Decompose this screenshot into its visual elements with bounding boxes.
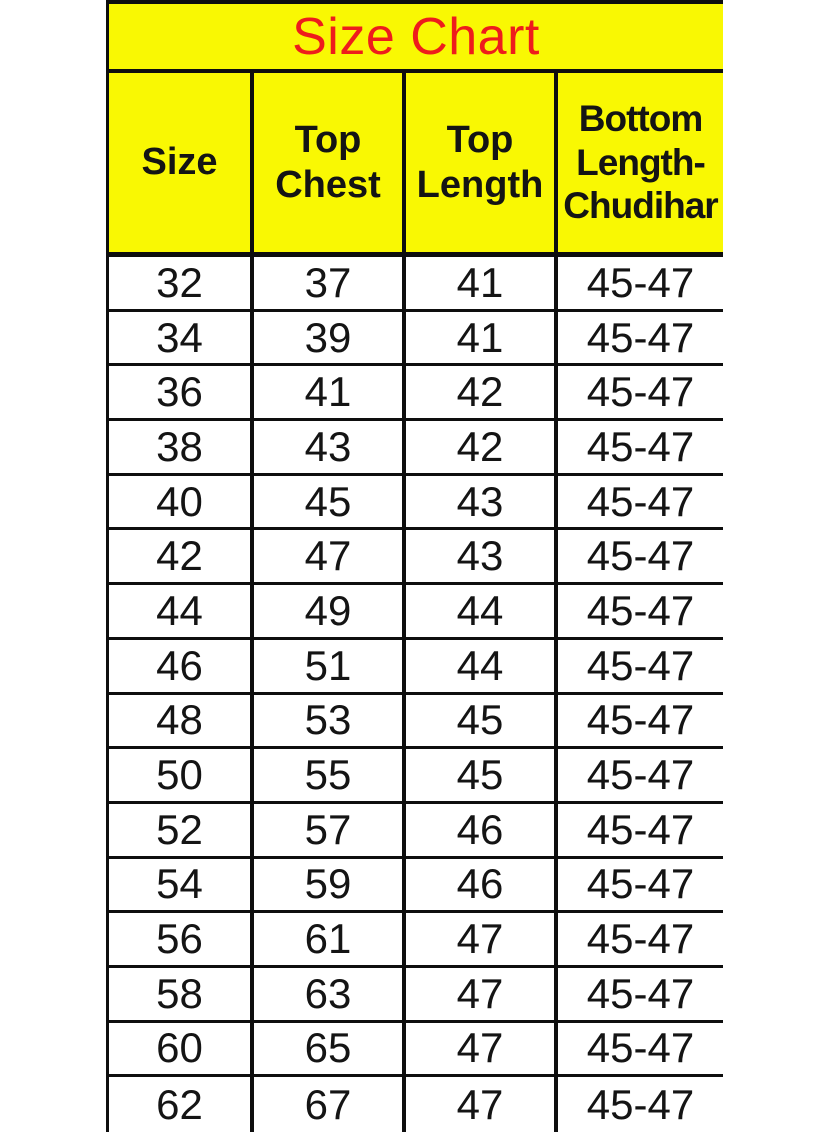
table-row: 34 39 41 45-47: [109, 311, 723, 367]
table-cell: 60: [109, 1022, 254, 1075]
table-row: 58 63 47 45-47: [109, 967, 723, 1023]
table-cell: 45-47: [586, 258, 695, 306]
column-header-top-length: Top Length: [406, 73, 558, 252]
table-row: 42 47 43 45-47: [109, 530, 723, 586]
size-chart-table: Size Chart Size Top Chest Top Length Bottom…: [106, 0, 723, 1132]
table-cell: 45-47: [586, 751, 695, 799]
table-cell: 37: [254, 257, 406, 309]
table-cell: 45-47: [586, 422, 695, 470]
column-header-size: Size: [109, 73, 254, 252]
table-row: 44 49 44 45-47: [109, 585, 723, 640]
chart-title: Size Chart: [292, 7, 540, 66]
table-cell: 45-47: [586, 805, 695, 853]
table-cell: 54: [109, 858, 254, 911]
table-cell: 47: [406, 913, 558, 965]
table-cell: 47: [406, 967, 558, 1020]
table-cell: 46: [109, 639, 254, 692]
table-cell: 46: [406, 858, 558, 911]
header-row: Size Top Chest Top Length Bottom Length- Ch…: [109, 73, 723, 257]
table-row: 56 61 47 45-47: [109, 913, 723, 968]
table-cell: 67: [254, 1077, 406, 1132]
table-cell: 41: [406, 311, 558, 364]
table-row: 60 65 47 45-47: [109, 1022, 723, 1078]
table-cell: 38: [109, 421, 254, 473]
table-cell: 41: [406, 257, 558, 309]
table-cell: 63: [254, 967, 406, 1020]
table-cell: 61: [254, 913, 406, 965]
table-cell: 45-47: [586, 696, 695, 744]
column-header-top-chest: Top Chest: [254, 73, 406, 252]
table-cell: 53: [254, 694, 406, 747]
table-cell: 43: [406, 530, 558, 583]
table-cell: 55: [254, 749, 406, 801]
table-row: 36 41 42 45-47: [109, 366, 723, 422]
table-cell: 45-47: [586, 532, 695, 580]
table-cell: 44: [406, 585, 558, 637]
table-cell: 45-47: [586, 641, 695, 689]
table-cell: 45-47: [586, 860, 695, 908]
table-cell: 44: [109, 585, 254, 637]
table-cell: 57: [254, 803, 406, 856]
table-cell: 45-47: [586, 586, 695, 634]
table-cell: 46: [406, 803, 558, 856]
table-cell: 45: [406, 749, 558, 801]
table-cell: 48: [109, 694, 254, 747]
table-cell: 32: [109, 257, 254, 309]
table-row: 46 51 44 45-47: [109, 639, 723, 695]
table-cell: 42: [406, 421, 558, 473]
table-row: 38 43 42 45-47: [109, 421, 723, 476]
table-cell: 39: [254, 311, 406, 364]
table-cell: 41: [254, 366, 406, 419]
table-row: 54 59 46 45-47: [109, 858, 723, 914]
table-cell: 50: [109, 749, 254, 801]
table-cell: 51: [254, 639, 406, 692]
title-bar: Size Chart: [109, 4, 723, 73]
table-cell: 40: [109, 475, 254, 528]
table-cell: 45-47: [586, 313, 695, 361]
table-cell: 45-47: [586, 1080, 695, 1128]
table-row: 32 37 41 45-47: [109, 257, 723, 312]
table-cell: 44: [406, 639, 558, 692]
table-cell: 42: [109, 530, 254, 583]
table-cell: 45-47: [586, 1024, 695, 1072]
table-cell: 43: [406, 475, 558, 528]
column-header-bottom-length-chudihar: Bottom Length- Chudihar: [558, 73, 723, 252]
table-cell: 45-47: [586, 368, 695, 416]
table-row: 62 67 47 45-47: [109, 1077, 723, 1132]
table-row: 48 53 45 45-47: [109, 694, 723, 750]
table-cell: 42: [406, 366, 558, 419]
table-cell: 62: [109, 1077, 254, 1132]
table-row: 50 55 45 45-47: [109, 749, 723, 804]
table-cell: 59: [254, 858, 406, 911]
table-cell: 65: [254, 1022, 406, 1075]
table-cell: 47: [254, 530, 406, 583]
table-cell: 47: [406, 1077, 558, 1132]
table-cell: 34: [109, 311, 254, 364]
table-body: 32 37 41 45-47 34 39 41 45-47 36 41 42 45-47 38 43 42 4…: [109, 257, 723, 1132]
table-cell: 45-47: [586, 477, 695, 525]
table-cell: 58: [109, 967, 254, 1020]
table-cell: 45: [254, 475, 406, 528]
table-row: 52 57 46 45-47: [109, 803, 723, 859]
table-cell: 52: [109, 803, 254, 856]
table-cell: 36: [109, 366, 254, 419]
table-cell: 49: [254, 585, 406, 637]
table-cell: 45: [406, 694, 558, 747]
table-cell: 56: [109, 913, 254, 965]
table-cell: 45-47: [586, 969, 695, 1017]
table-cell: 43: [254, 421, 406, 473]
table-cell: 45-47: [586, 915, 695, 963]
table-row: 40 45 43 45-47: [109, 475, 723, 531]
table-cell: 47: [406, 1022, 558, 1075]
